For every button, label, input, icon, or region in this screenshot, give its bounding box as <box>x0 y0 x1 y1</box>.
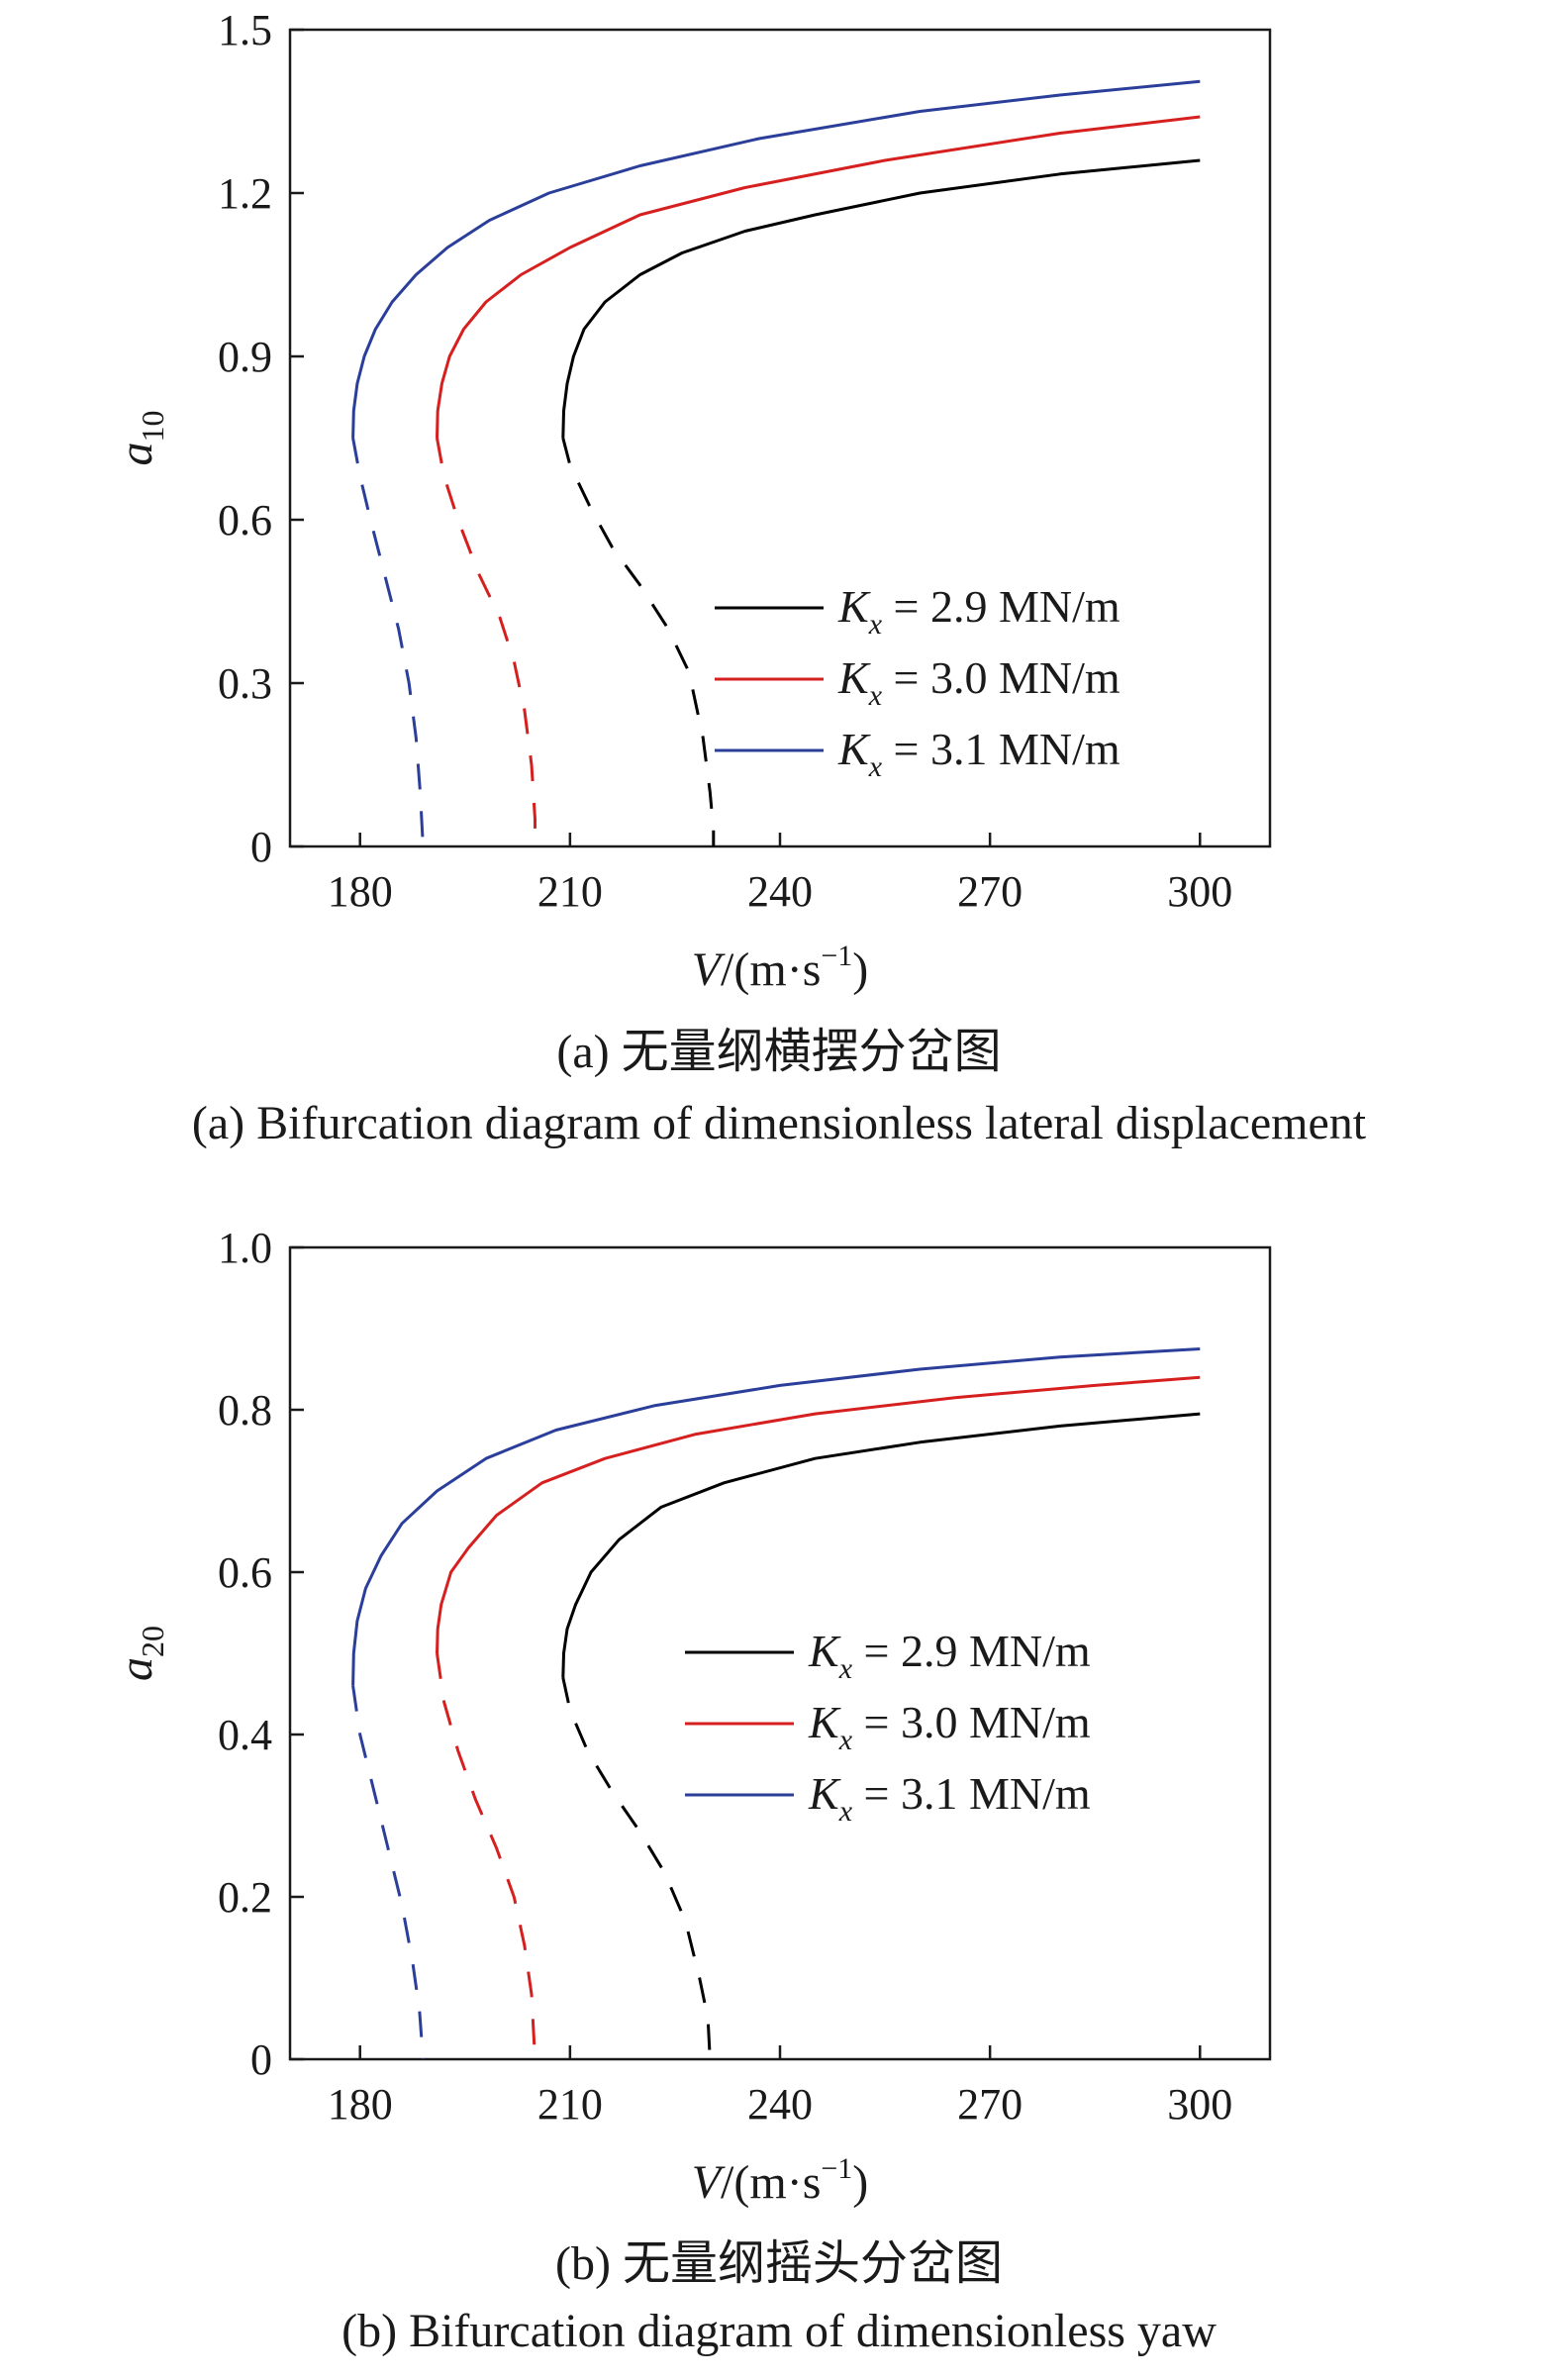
panel-a: 180 210 240 270 300 0 0.3 0.6 0.9 1.2 1.5 V/(m·s−1)… <box>110 6 1367 1149</box>
series-unstable-branch <box>561 1677 712 2060</box>
legend-label: Kx = 3.0 MN/m <box>837 652 1121 712</box>
caption-chinese: (a) 无量纲横摆分岔图 <box>556 1026 1001 1078</box>
legend-label: Kx = 2.9 MN/m <box>837 581 1121 641</box>
x-tick-label: 270 <box>957 867 1023 916</box>
y-tick-label: 1.5 <box>218 6 272 54</box>
x-tick-label: 180 <box>328 2080 393 2129</box>
legend-label: Kx = 3.1 MN/m <box>837 724 1121 783</box>
series-stable-branch <box>351 1347 1201 1686</box>
x-axis-label: V/(m·s−1) <box>692 2152 869 2209</box>
x-tick-label: 180 <box>328 867 393 916</box>
series-unstable-branch <box>436 438 536 846</box>
series-stable-branch <box>561 158 1201 439</box>
y-tick-label: 1.2 <box>218 169 272 218</box>
x-tick-label: 240 <box>747 2080 813 2129</box>
legend-label: Kx = 3.0 MN/m <box>808 1697 1091 1756</box>
y-axis-label: a20 <box>110 1626 170 1681</box>
y-tick-label: 0.6 <box>218 1548 272 1597</box>
series-stable-branch <box>351 79 1201 439</box>
series-unstable-branch <box>351 438 425 847</box>
legend-label: Kx = 3.1 MN/m <box>808 1768 1091 1828</box>
x-tick-label: 240 <box>747 867 813 916</box>
y-tick-label: 0.8 <box>218 1386 272 1435</box>
x-tick-label: 270 <box>957 2080 1023 2129</box>
caption-english: (a) Bifurcation diagram of dimensionless… <box>192 1097 1367 1149</box>
y-axis-label: a10 <box>110 411 170 466</box>
panel-b: 180 210 240 270 300 0 0.2 0.4 0.6 0.8 1.0 V/(m·s−1)… <box>110 1224 1272 2357</box>
caption-english: (b) Bifurcation diagram of dimensionless… <box>341 2305 1217 2357</box>
x-tick-label: 210 <box>537 2080 603 2129</box>
series-unstable-branch <box>436 1652 536 2060</box>
x-tick-label: 210 <box>537 867 603 916</box>
y-tick-label: 0.4 <box>218 1711 272 1759</box>
y-tick-label: 0.2 <box>218 1873 272 1922</box>
legend-label: Kx = 2.9 MN/m <box>808 1626 1091 1685</box>
x-tick-label: 300 <box>1167 867 1232 916</box>
series-unstable-branch <box>351 1685 425 2060</box>
x-axis-label: V/(m·s−1) <box>692 940 869 996</box>
y-tick-label: 0 <box>250 823 272 871</box>
series-stable-branch <box>436 1375 1201 1654</box>
y-tick-label: 0.6 <box>218 496 272 545</box>
series-stable-branch <box>436 115 1201 439</box>
x-tick-label: 300 <box>1167 2080 1232 2129</box>
caption-chinese: (b) 无量纲摇头分岔图 <box>555 2237 1003 2290</box>
y-tick-label: 1.0 <box>218 1224 272 1272</box>
y-tick-label: 0 <box>250 2035 272 2084</box>
y-tick-label: 0.9 <box>218 333 272 381</box>
y-tick-label: 0.3 <box>218 659 272 708</box>
series-stable-branch <box>561 1412 1201 1678</box>
series-unstable-branch <box>561 438 716 846</box>
